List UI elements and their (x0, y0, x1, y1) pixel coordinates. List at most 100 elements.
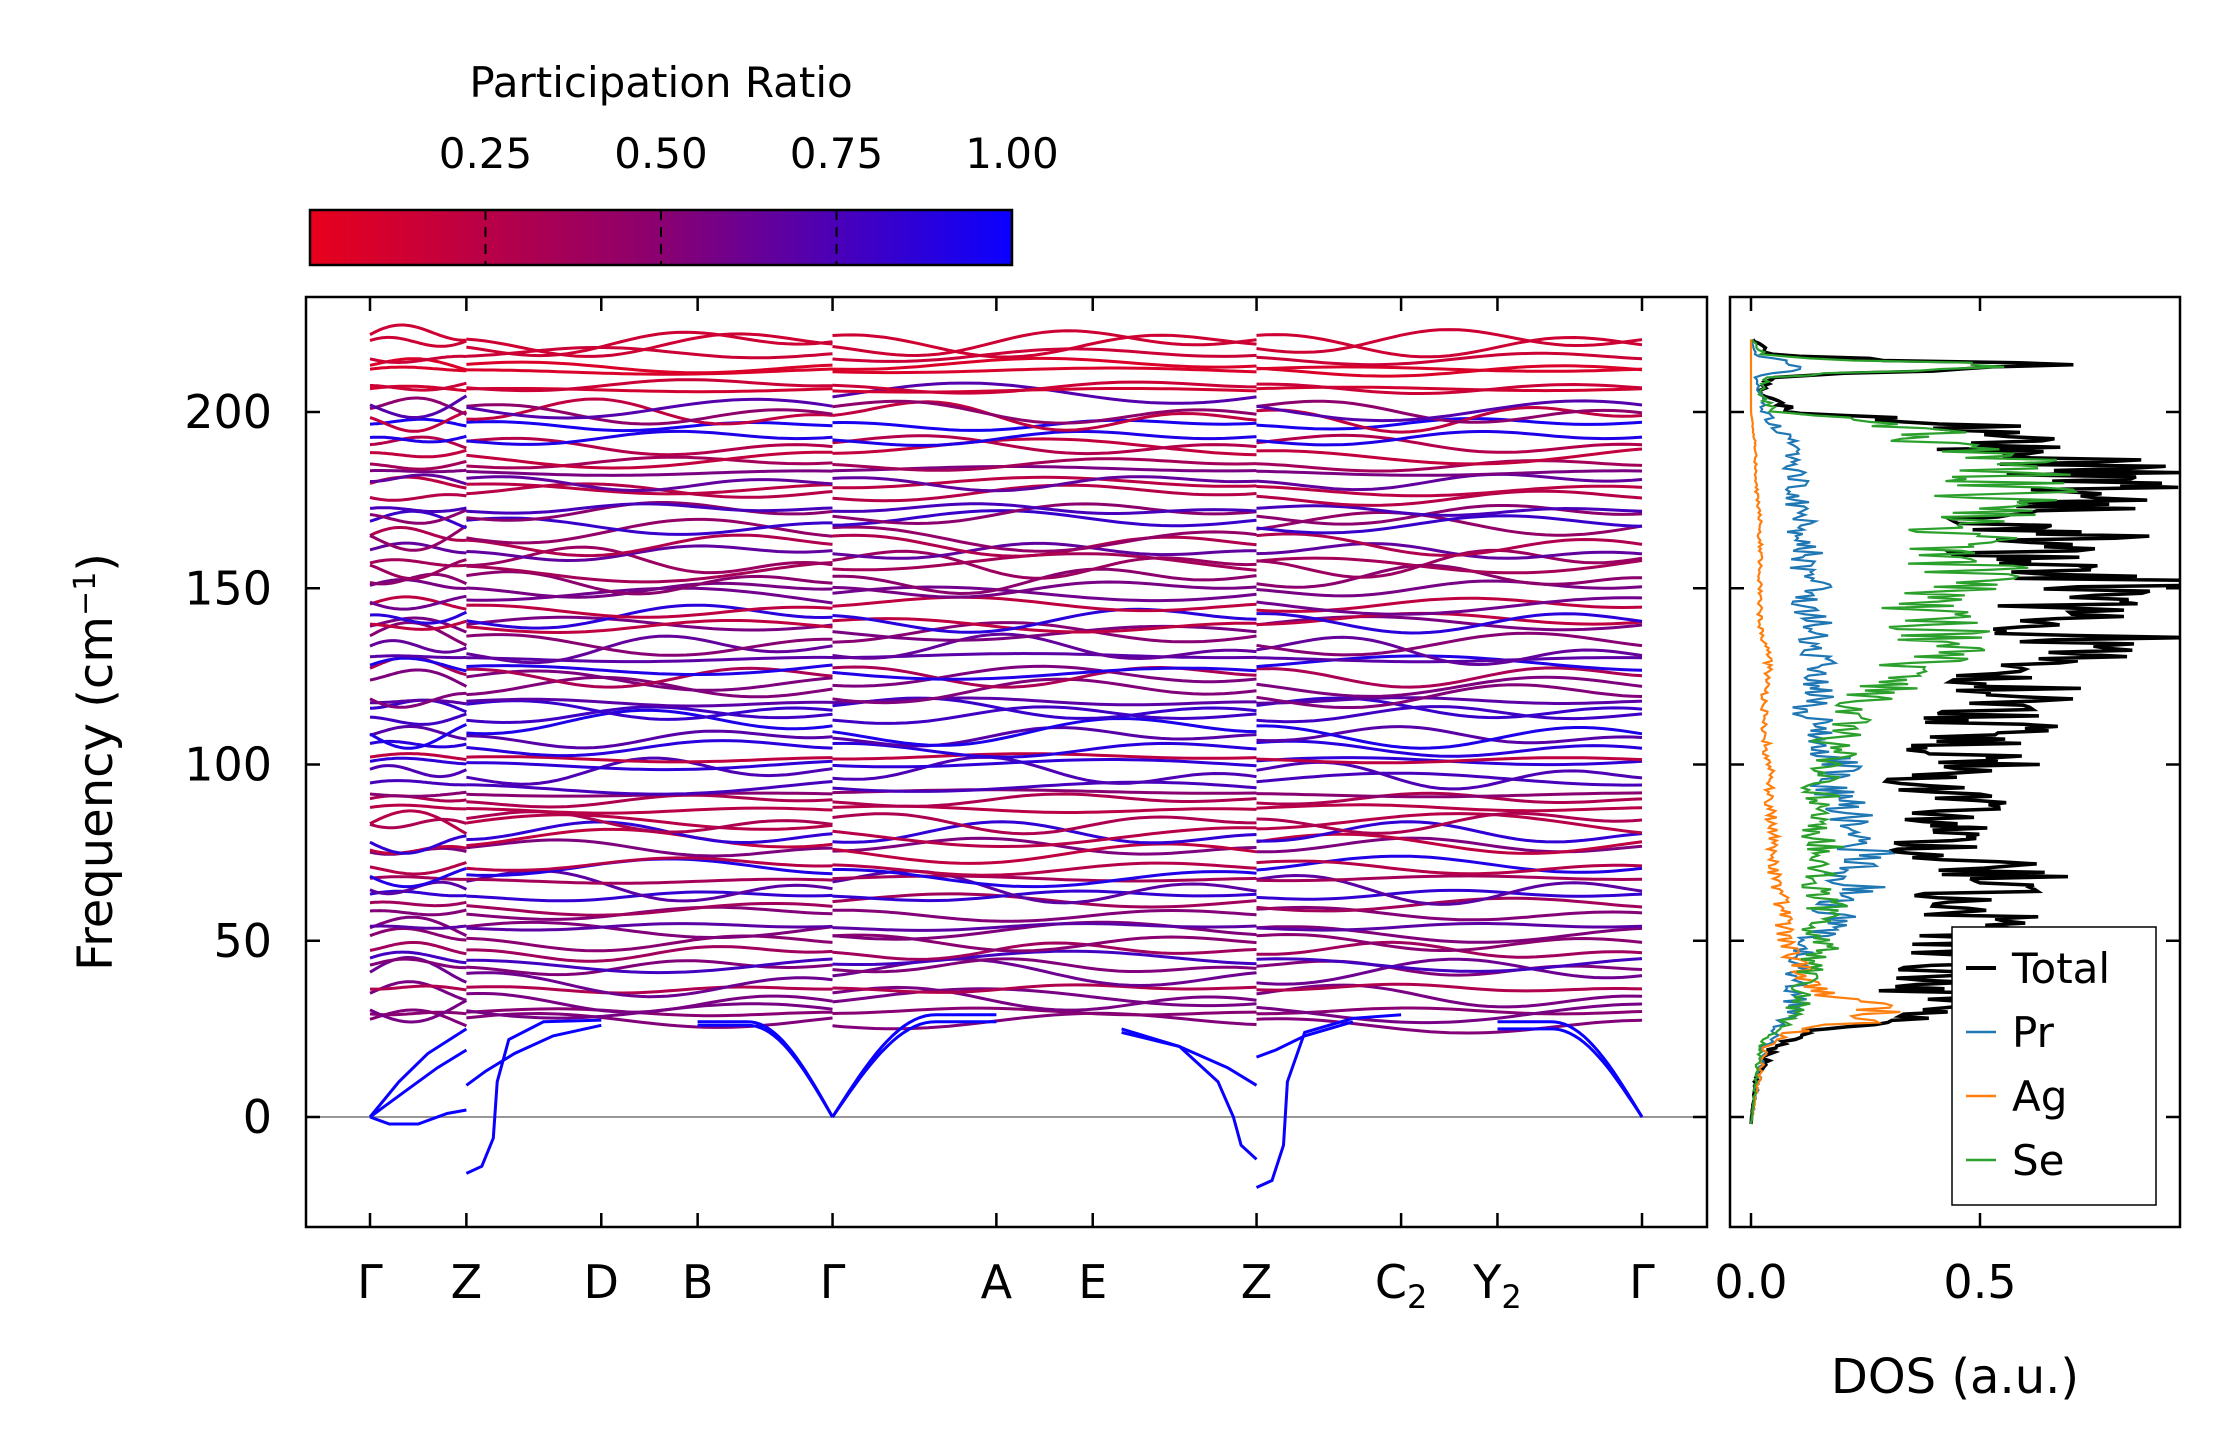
phonon-branch (832, 580, 1257, 599)
phonon-branch (832, 437, 1257, 457)
dos-x-tick-label: 0.0 (1714, 1255, 1787, 1309)
phonon-branch (369, 712, 467, 726)
phonon-branch (1256, 459, 1643, 473)
phonon-branch (466, 436, 833, 457)
acoustic-branch (831, 1020, 997, 1118)
phonon-branch (466, 756, 833, 786)
phonon-branch (832, 502, 1257, 526)
phonon-branch (369, 752, 467, 761)
phonon-branch (466, 838, 833, 858)
phonon-branch (1256, 756, 1643, 765)
phonon-branch (1256, 635, 1643, 667)
phonon-branch (832, 585, 1257, 603)
y-tick-label: 100 (184, 738, 272, 792)
phonon-branch (832, 651, 1257, 660)
phonon-branch (369, 723, 467, 750)
phonon-branch (832, 677, 1257, 705)
phonon-branch (832, 434, 1257, 456)
acoustic-branch (831, 1013, 997, 1118)
phonon-branch (369, 541, 467, 555)
phonon-branch (832, 696, 1257, 707)
phonon-branch (832, 941, 1257, 961)
dos-series-se (1749, 339, 2079, 1125)
phonon-branch (1256, 922, 1643, 932)
phonon-branch (466, 360, 833, 375)
phonon-branch (466, 920, 833, 939)
band-x-ticks: Γ Z D B Γ A E Z C2 Y2 Γ (357, 297, 1655, 1316)
phonon-branch (369, 508, 467, 525)
phonon-branch (466, 615, 833, 632)
phonon-branch (1256, 771, 1643, 787)
phonon-branch (832, 621, 1257, 644)
kpoint-label: Z (1241, 1255, 1273, 1309)
phonon-branch (832, 921, 1257, 932)
phonon-branch (1256, 896, 1643, 913)
acoustic-branch (697, 1023, 834, 1118)
phonon-branch (466, 581, 833, 599)
band-structure-panel: 0 50 100 150 200 Γ Z D B Γ A E Z C2 Y2 Γ Frequency (cm… (68, 295, 1709, 1316)
y-tick-label: 150 (184, 561, 272, 615)
phonon-branch (1256, 675, 1643, 698)
phonon-branch (1256, 739, 1643, 758)
phonon-branch (832, 1011, 1257, 1031)
phonon-branch (369, 639, 467, 654)
phonon-branch (832, 549, 1257, 580)
phonon-branch (832, 366, 1257, 375)
phonon-branch (466, 450, 833, 470)
phonon-branch (1256, 905, 1643, 922)
phonon-branch (369, 875, 467, 881)
phonon-branch (1256, 859, 1643, 876)
colorbar-tick-label: 0.75 (790, 129, 884, 178)
phonon-branch (832, 552, 1257, 572)
phonon-branch (370, 984, 467, 992)
phonon-branch (369, 323, 467, 342)
phonon-branch (832, 874, 1257, 883)
phonon-branch (466, 482, 833, 499)
phonon-branch (369, 524, 468, 552)
phonon-branch (832, 868, 1257, 889)
phonon-branch (466, 469, 833, 477)
phonon-branch (1256, 666, 1643, 689)
phonon-branch (369, 756, 467, 766)
phonon-branch (1256, 957, 1643, 986)
colorbar: Participation Ratio 0.25 0.50 0.75 1.00 (308, 58, 1059, 267)
phonon-branch (370, 473, 467, 486)
phonon-branch (1256, 399, 1643, 424)
kpoint-label: Γ (820, 1255, 846, 1309)
phonon-branch (1256, 957, 1643, 973)
phonon-branch (832, 716, 1257, 747)
acoustic-branch (1121, 1030, 1258, 1087)
phonon-branch (369, 506, 467, 513)
phonon-branch (466, 902, 833, 917)
phonon-branch (466, 759, 833, 772)
y-tick-label: 50 (213, 914, 272, 968)
phonon-branch (1256, 563, 1642, 589)
phonon-branch (466, 666, 833, 689)
phonon-branch (1256, 489, 1643, 507)
phonon-branch (1256, 983, 1643, 1009)
phonon-branch (369, 725, 467, 741)
phonon-branch (1256, 982, 1643, 993)
phonon-branch (466, 985, 833, 995)
phonon-branch (466, 697, 833, 708)
phonon-branch (832, 889, 1257, 903)
phonon-branch (1256, 820, 1643, 844)
phonon-branch (466, 1007, 833, 1018)
phonon-branch (466, 1011, 833, 1029)
phonon-branch (369, 900, 467, 908)
phonon-branch (369, 595, 467, 611)
phonon-branch (832, 400, 1257, 432)
phonon-branch (466, 705, 833, 725)
phonon-branch (832, 399, 1257, 425)
phonon-branch (466, 545, 833, 575)
phonon-branch (466, 945, 833, 963)
phonon-branch (370, 448, 467, 459)
dos-ticks: 0.0 0.5 (1714, 297, 2180, 1309)
phonon-branch (832, 820, 1257, 845)
phonon-branch (1256, 854, 1643, 874)
phonon-branch (832, 842, 1257, 865)
phonon-branch (369, 834, 467, 855)
phonon-branch (369, 335, 467, 348)
phonon-branch (466, 475, 833, 492)
